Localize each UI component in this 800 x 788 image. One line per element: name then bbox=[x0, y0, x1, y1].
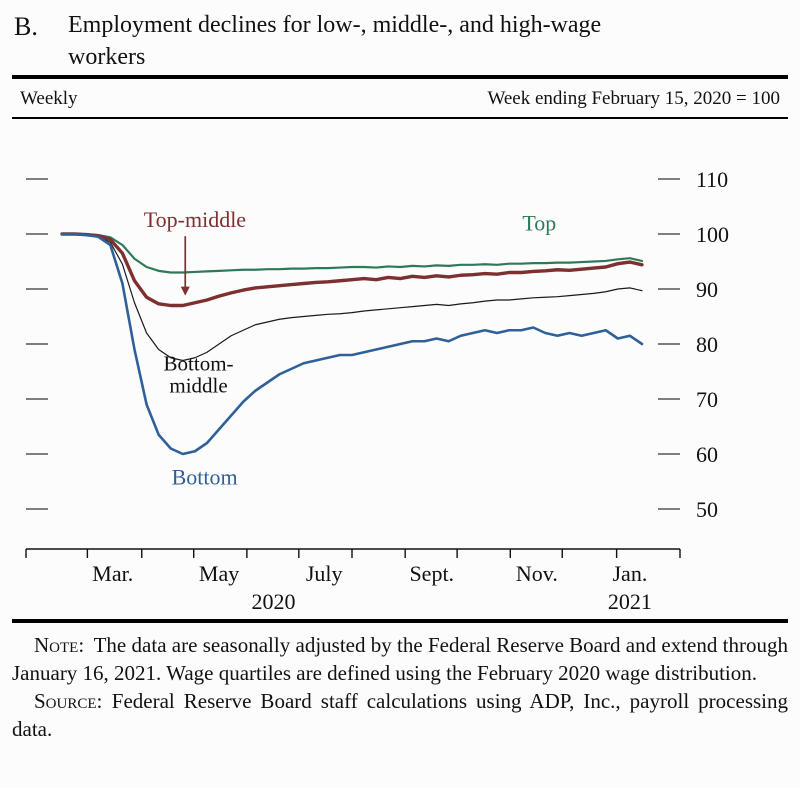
chart-note: Note: The data are seasonally adjusted by… bbox=[12, 632, 788, 688]
series-line-bottom-middle bbox=[61, 233, 643, 362]
y-axis-label: 50 bbox=[696, 497, 718, 522]
y-axis-label: 60 bbox=[696, 442, 718, 467]
x-axis-month-label: July bbox=[306, 561, 343, 586]
x-axis-month-label: May bbox=[199, 561, 239, 586]
y-axis-label: 100 bbox=[696, 222, 729, 247]
series-label-bottom-label: Bottom bbox=[172, 465, 238, 490]
note-text: The data are seasonally adjusted by the … bbox=[12, 633, 788, 686]
chart-source: Source: Federal Reserve Board staff calcu… bbox=[12, 688, 788, 744]
panel-title: Employment declines for low-, middle-, a… bbox=[68, 12, 602, 70]
x-axis-year-label: 2020 bbox=[251, 589, 295, 614]
series-label-top-label: Top bbox=[522, 211, 556, 236]
series-line-bottom bbox=[60, 233, 644, 456]
series-line-top-middle bbox=[60, 232, 644, 308]
chart-subheader: Weekly Week ending February 15, 2020 = 1… bbox=[12, 79, 788, 117]
x-axis-year-label: 2021 bbox=[608, 589, 652, 614]
divider-subheader bbox=[12, 117, 788, 120]
note-label: Note: bbox=[34, 633, 85, 658]
divider-top bbox=[12, 75, 788, 80]
y-axis-label: 70 bbox=[696, 387, 718, 412]
series-line-top bbox=[60, 233, 644, 274]
series-label-top-middle-label: Top-middle bbox=[144, 207, 246, 232]
y-axis-label: 90 bbox=[696, 277, 718, 302]
frequency-label: Weekly bbox=[20, 88, 78, 110]
y-axis-label: 110 bbox=[696, 167, 728, 192]
divider-bottom bbox=[12, 619, 788, 624]
index-base-label: Week ending February 15, 2020 = 100 bbox=[487, 88, 780, 110]
x-axis-month-label: Jan. bbox=[613, 561, 648, 586]
source-text: Federal Reserve Board staff calculations… bbox=[12, 689, 788, 742]
employment-line-chart: 50 60 70 80 90 100 110 Mar. May July Sept. Nov. Jan.… bbox=[25, 167, 729, 614]
panel-header: B. Employment declines for low-, middle-… bbox=[0, 0, 800, 75]
y-axis-label: 80 bbox=[696, 332, 718, 357]
source-label: Source: bbox=[34, 689, 103, 714]
chart-area: 50 60 70 80 90 100 110 Mar. May July Sept. Nov. Jan.… bbox=[0, 119, 800, 619]
x-axis-month-label: Sept. bbox=[409, 561, 454, 586]
x-axis-month-label: Mar. bbox=[92, 561, 133, 586]
series-label-bottom-middle-label: Bottom-middle bbox=[164, 352, 234, 398]
panel-letter: B. bbox=[14, 12, 38, 41]
x-axis-month-label: Nov. bbox=[516, 561, 558, 586]
panel-footer: Note: The data are seasonally adjusted by… bbox=[0, 623, 800, 748]
annotation-arrow-head bbox=[180, 286, 190, 296]
